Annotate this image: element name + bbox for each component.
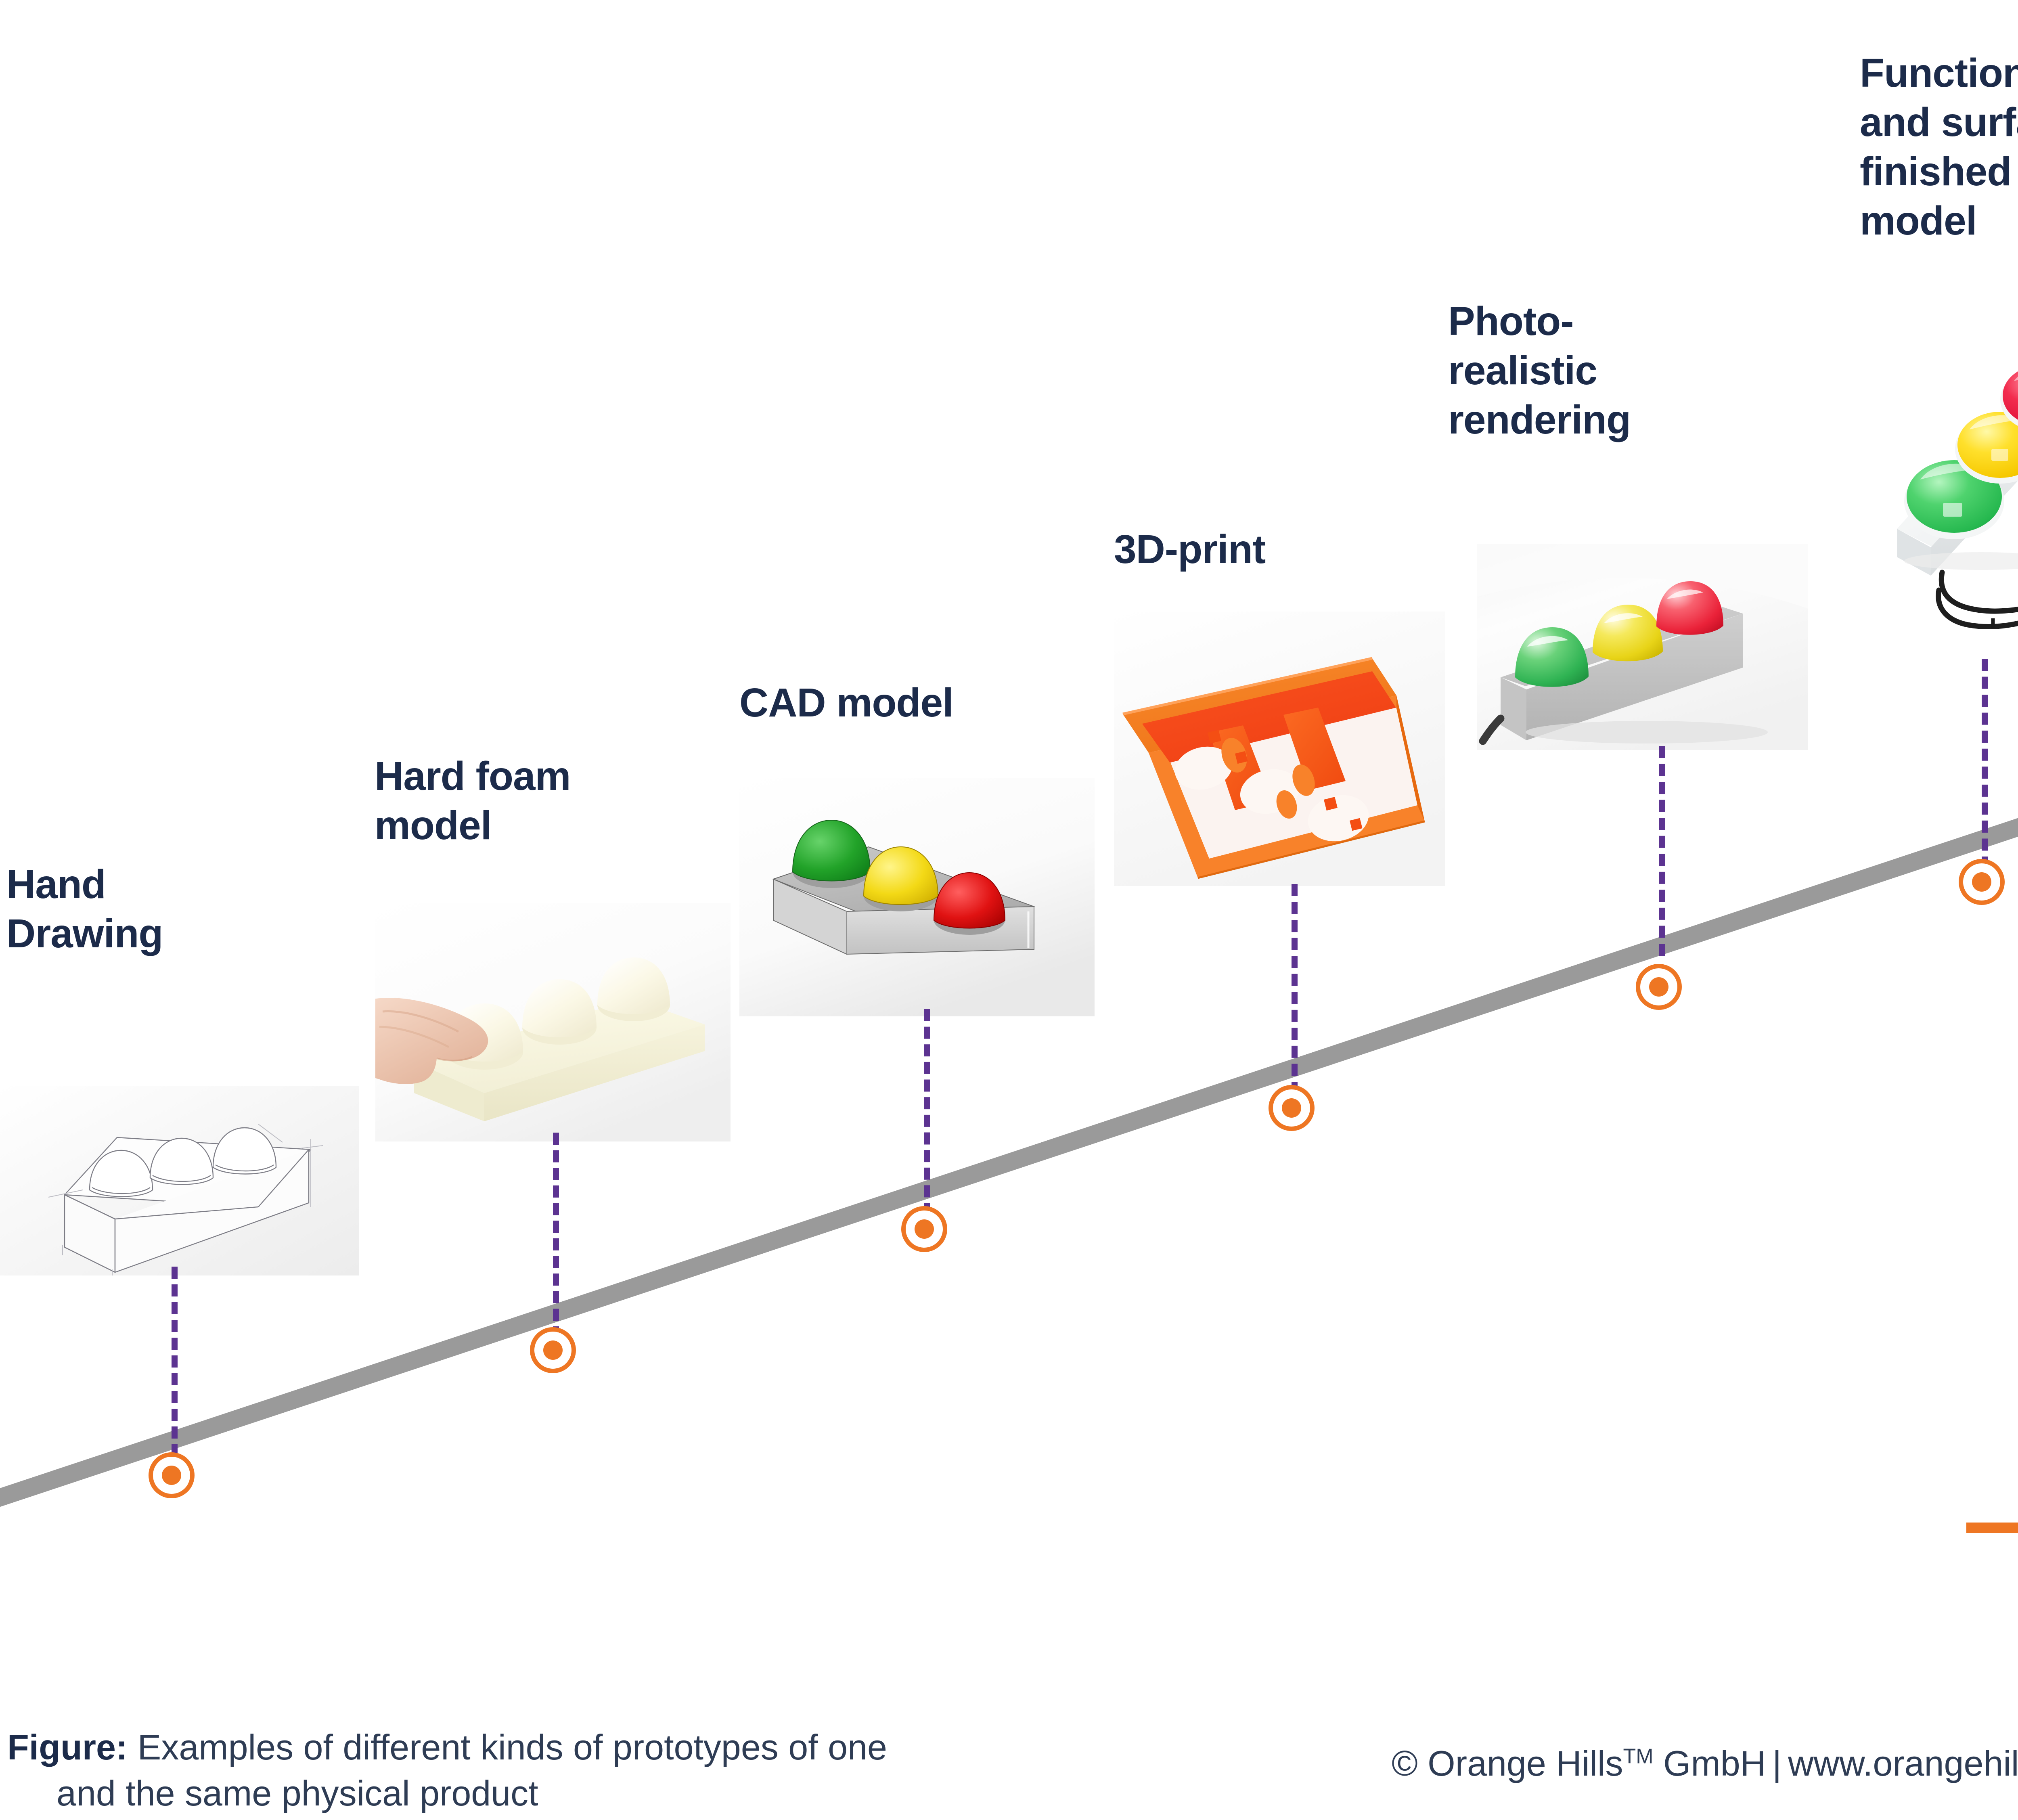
node-hand-drawing[interactable] [149, 1452, 195, 1498]
stage-label-3d-print: 3D-print [1114, 525, 1421, 574]
thumbnail-functional-finished-model [1860, 319, 2018, 662]
connector-cad-model [924, 1009, 930, 1215]
stage-label-line: and surface [1860, 100, 2018, 145]
node-core [915, 1219, 934, 1239]
axis-baseline [1966, 1523, 2018, 1533]
node-3d-print[interactable] [1269, 1085, 1315, 1131]
thumbnail-cad-model [739, 778, 1095, 1016]
legal-form: GmbH [1663, 1743, 1766, 1783]
figure-caption-prefix: Figure [7, 1727, 116, 1767]
connector-3d-print [1292, 884, 1298, 1094]
node-functional-finished-model[interactable] [1959, 859, 2005, 905]
connector-hard-foam-model [553, 1133, 559, 1338]
node-cad-model[interactable] [901, 1206, 947, 1252]
stage-label-line: 3D-print [1114, 527, 1266, 572]
thumbnail-hand-drawing [0, 1086, 359, 1275]
stage-label-line: finished [1860, 149, 2012, 194]
copyright-credit: © Orange HillsTM GmbH|www.orangehills.co… [1392, 1743, 2018, 1784]
node-core [1972, 872, 1991, 892]
connector-functional-finished-model [1982, 659, 1988, 869]
stage-label-line: Hard foam [375, 754, 571, 799]
copyright-symbol: © [1392, 1743, 1418, 1783]
stage-label-cad-model: CAD model [739, 678, 1095, 727]
node-core [1282, 1098, 1301, 1118]
stage-label-line: rendering [1448, 397, 1631, 442]
stage-label-line: model [1860, 198, 1977, 243]
figure-caption-line1: Examples of different kinds of prototype… [137, 1727, 887, 1767]
node-hard-foam-model[interactable] [530, 1327, 576, 1373]
stage-label-functional-finished-model: Functional and surface finished model [1860, 48, 2018, 245]
connector-hand-drawing [172, 1267, 178, 1456]
stage-label-line: model [375, 803, 492, 848]
stage-label-line: Photo- [1448, 299, 1574, 344]
node-core [543, 1340, 563, 1360]
figure-caption-colon: : [115, 1727, 128, 1767]
credit-separator: | [1772, 1743, 1782, 1783]
company-name: Orange Hills [1428, 1743, 1623, 1783]
figure-caption: Figure: Examples of different kinds of p… [7, 1724, 1097, 1817]
thumbnail-3d-print [1114, 612, 1445, 886]
stage-label-line: Drawing [6, 911, 163, 956]
stage-label-line: realistic [1448, 348, 1597, 393]
stage-label-line: Functional [1860, 50, 2018, 96]
trademark-symbol: TM [1623, 1745, 1654, 1768]
stage-label-line: CAD model [739, 680, 954, 725]
thumbnail-photorealistic-rendering [1477, 544, 1808, 750]
stage-label-photorealistic-rendering: Photo- realistic rendering [1448, 297, 1755, 444]
connector-photorealistic-rendering [1659, 746, 1665, 956]
figure-caption-line2: and the same physical product [57, 1773, 538, 1814]
website-url[interactable]: www.orangehills.com [1788, 1743, 2018, 1783]
stage-label-line: Hand [6, 862, 106, 907]
thumbnail-hard-foam-model [375, 903, 731, 1141]
node-core [1649, 977, 1668, 997]
node-photorealistic-rendering[interactable] [1636, 964, 1682, 1010]
stage-label-hard-foam-model: Hard foam model [375, 752, 705, 850]
stage-label-hand-drawing: Hand Drawing [6, 860, 269, 958]
node-core [162, 1466, 181, 1485]
